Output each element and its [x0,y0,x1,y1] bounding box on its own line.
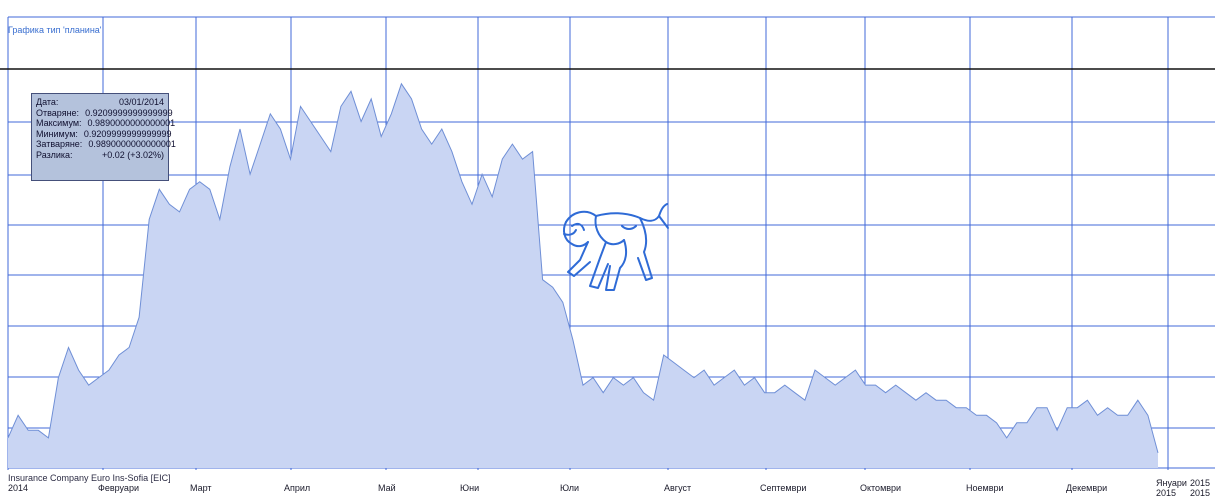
x-tick-label-secondary: 2015 [1190,488,1210,498]
tooltip-label: Разлика: [36,149,73,160]
tooltip-value: 0.9890000000000001 [87,118,176,129]
tooltip-value: 0.9209999999999999 [85,107,173,118]
x-tick-label: Юни [460,483,479,493]
tooltip-label: Максимум: [36,118,82,129]
x-tick-label: Декември [1066,483,1107,493]
data-tooltip: Дата: 03/01/2014 Отваряне: 0.92099999999999… [31,93,176,181]
x-tick-label: Май [378,483,396,493]
tooltip-row: Отваряне: 0.9209999999999999 [36,107,173,119]
x-tick-label: 2014 [8,483,28,493]
tooltip-row: Дата: 03/01/2014 [36,97,164,108]
chart-title: Графика тип 'планина' [8,25,102,35]
x-tick-label: Януари [1156,478,1187,488]
tooltip-row: Затваряне: 0.9890000000000001 [36,139,176,150]
x-tick-label: Април [284,483,310,493]
x-tick-label-secondary: 2015 [1156,488,1176,498]
x-tick-label: Юли [560,483,579,493]
x-tick-label: Февруари [98,483,139,493]
tooltip-label: Отваряне: [36,107,80,118]
tooltip-label: Дата: [36,97,59,107]
x-tick-label: Септември [760,483,806,493]
x-tick-label: 2015 [1190,478,1210,488]
x-tick-label: Август [664,483,691,493]
series-line [7,82,1159,454]
tooltip-value: 0.9209999999999999 [83,128,172,139]
tooltip-row: Минимум: 0.9209999999999999 [36,128,172,140]
x-tick-label: Март [190,483,212,493]
tooltip-row: Разлика: +0.02 (+3.02%) [36,150,164,161]
tooltip-label: Минимум: [36,128,78,139]
watermark: Insurance Company Euro Ins-Sofia [EIC] [8,473,171,483]
x-tick-label: Ноември [966,483,1004,493]
x-axis-labels: 2014 Февруари Март Април Май Юни Юли Август Септ… [8,478,1210,498]
bull-logo-icon [563,203,669,291]
series-area [8,83,1158,469]
tooltip-value: 03/01/2014 [118,97,164,107]
tooltip-label: Затваряне: [36,139,83,150]
tooltip-value: +0.02 (+3.02%) [101,149,164,160]
tooltip-value: 0.9890000000000001 [88,139,176,150]
tooltip-row: Максимум: 0.9890000000000001 [36,118,175,129]
x-tick-label: Октомври [860,483,901,493]
